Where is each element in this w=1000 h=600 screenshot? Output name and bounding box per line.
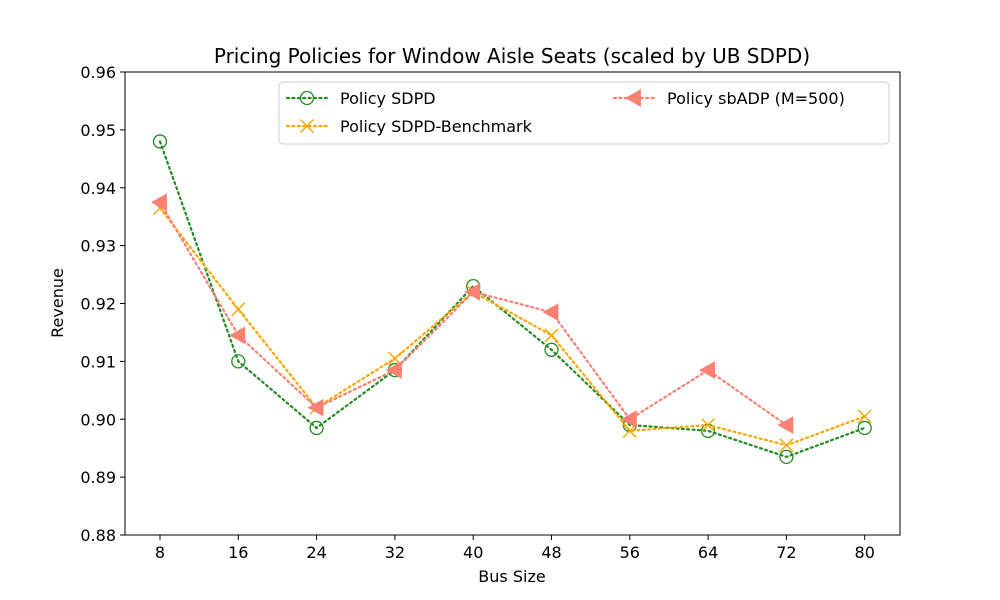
- legend-swatch-marker: [624, 89, 641, 107]
- data-point: [701, 418, 716, 433]
- legend-box: [278, 81, 890, 145]
- plot-area: 0.88 0.89 0.90 0.91 0.92 0.93 0.94 0.95 0.96 8 16 2…: [80, 63, 901, 562]
- y-tick-label: 0.88: [80, 526, 116, 545]
- x-tick-label: 24: [306, 543, 326, 562]
- y-tick-label: 0.90: [80, 410, 116, 429]
- data-point: [307, 398, 324, 417]
- data-point: [542, 303, 559, 322]
- data-point: [231, 354, 246, 369]
- data-point: [620, 410, 637, 429]
- data-point: [231, 302, 246, 317]
- legend: Policy SDPD Policy SDPD-Benchmark Policy s…: [278, 81, 890, 145]
- x-tick-label: 80: [855, 543, 875, 562]
- data-point: [385, 361, 402, 379]
- legend-label: Policy sbADP (M=500): [667, 89, 845, 108]
- x-tick-label: 8: [155, 543, 165, 562]
- x-tick-label: 64: [698, 543, 718, 562]
- legend-label: Policy SDPD-Benchmark: [340, 117, 533, 136]
- series-1: [152, 134, 872, 465]
- data-point: [857, 420, 872, 436]
- data-point: [229, 326, 246, 345]
- legend-item: Policy SDPD-Benchmark: [285, 117, 533, 136]
- y-tick-label: 0.92: [80, 295, 116, 314]
- x-tick-label: 48: [541, 543, 561, 562]
- series-2: [153, 201, 872, 453]
- data-point: [699, 361, 715, 379]
- y-tick-label: 0.95: [80, 121, 116, 140]
- y-axis-label: Revenue: [48, 268, 67, 338]
- x-axis-label: Bus Size: [478, 567, 545, 586]
- legend-item: Policy SDPD: [285, 89, 436, 108]
- legend-swatch-marker: [300, 119, 314, 133]
- x-tick-label: 16: [228, 543, 248, 562]
- series-line: [158, 206, 866, 447]
- x-tick-label: 32: [385, 543, 405, 562]
- data-point: [777, 416, 794, 434]
- series-3: [150, 193, 794, 434]
- series-line: [158, 140, 866, 459]
- y-tick-label: 0.91: [80, 352, 116, 371]
- data-point: [150, 193, 167, 212]
- chart-title: Pricing Policies for Window Aisle Seats …: [214, 44, 810, 68]
- data-point: [309, 420, 324, 436]
- legend-swatch-marker: [299, 90, 315, 106]
- series-line: [158, 201, 788, 427]
- x-tick-label: 40: [463, 543, 483, 562]
- data-point: [464, 283, 481, 301]
- y-tick-label: 0.94: [80, 179, 116, 198]
- data-point: [544, 342, 559, 357]
- data-point: [152, 134, 168, 149]
- data-point: [779, 449, 794, 465]
- y-tick-label: 0.93: [80, 237, 116, 256]
- y-tick-label: 0.96: [80, 63, 116, 82]
- data-point: [779, 438, 794, 453]
- data-point: [857, 409, 872, 424]
- data-point: [544, 328, 559, 343]
- y-tick-label: 0.89: [80, 468, 116, 487]
- x-tick-label: 56: [620, 543, 640, 562]
- x-tick-label: 72: [776, 543, 796, 562]
- legend-label: Policy SDPD: [340, 89, 436, 108]
- legend-item: Policy sbADP (M=500): [612, 89, 845, 108]
